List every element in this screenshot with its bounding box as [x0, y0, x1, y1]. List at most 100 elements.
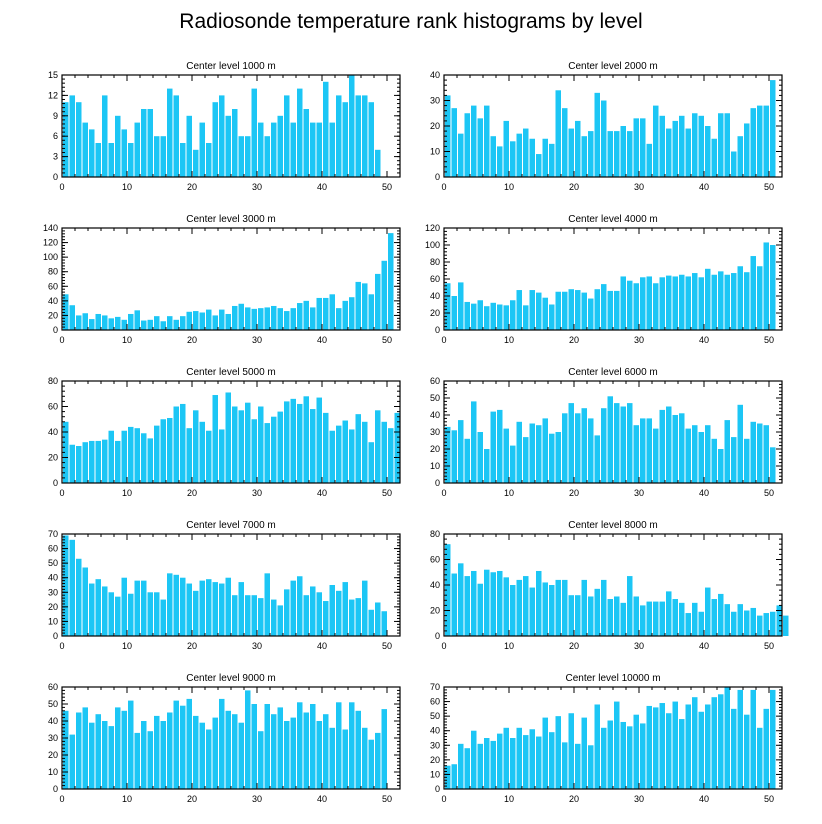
histogram-bar	[186, 311, 192, 330]
x-tick-label: 40	[317, 335, 327, 345]
panel-title: Center level 8000 m	[568, 520, 658, 531]
histogram-bar	[542, 582, 548, 636]
histogram-bar	[141, 721, 147, 789]
histogram-bar	[232, 109, 238, 177]
histogram-bar	[160, 721, 166, 789]
histogram-bar	[744, 438, 750, 483]
histogram-bar	[666, 406, 672, 483]
histogram-panel: Center level 3000 m 0 10 20 30 40 50 0 20 40 60 80 1…	[43, 214, 401, 345]
histogram-bar	[349, 429, 355, 483]
histogram-bar	[607, 131, 613, 177]
histogram-bar	[770, 447, 776, 483]
histogram-bar	[134, 732, 140, 789]
histogram-bar	[581, 292, 587, 330]
histogram-bar	[232, 714, 238, 789]
histogram-bar	[542, 297, 548, 330]
x-tick-label: 40	[317, 182, 327, 192]
histogram-bar	[303, 396, 309, 483]
histogram-bar	[154, 592, 160, 636]
histogram-bar	[284, 401, 290, 483]
histogram-bar	[672, 120, 678, 177]
histogram-bar	[303, 712, 309, 789]
histogram-bar	[562, 742, 568, 789]
histogram-bar	[783, 615, 789, 636]
histogram-bar	[451, 430, 457, 483]
y-tick-label: 40	[48, 296, 58, 306]
x-tick-label: 40	[699, 335, 709, 345]
histogram-bar	[471, 401, 477, 483]
histogram-bar	[232, 406, 238, 483]
plot-frame	[61, 533, 401, 637]
y-tick-label: 20	[430, 755, 440, 765]
histogram-bar	[95, 579, 101, 636]
histogram-bar	[724, 687, 730, 789]
histogram-bar	[640, 277, 646, 330]
histogram-bar	[477, 300, 483, 330]
histogram-bar	[271, 714, 277, 789]
histogram-bar	[633, 425, 639, 483]
plot-frame	[61, 380, 401, 484]
histogram-bar	[562, 291, 568, 330]
histogram-bar	[640, 605, 646, 636]
histogram-bar	[698, 611, 704, 636]
histogram-bar	[277, 115, 283, 177]
histogram-bar	[744, 714, 750, 789]
histogram-bar	[711, 438, 717, 483]
histogram-bar	[497, 146, 503, 177]
histogram-bar	[245, 136, 251, 177]
histogram-bar	[121, 577, 127, 636]
histogram-bar	[575, 595, 581, 636]
histogram-bar	[277, 308, 283, 330]
histogram-bar	[375, 602, 381, 636]
histogram-bar	[323, 412, 329, 484]
histogram-bar	[536, 570, 542, 636]
histogram-bar	[737, 136, 743, 177]
histogram-bar	[523, 305, 529, 330]
histogram-bar	[284, 311, 290, 330]
histogram-bar	[529, 423, 535, 483]
histogram-bar	[555, 716, 561, 789]
x-tick-label: 40	[317, 488, 327, 498]
x-tick-label: 10	[504, 794, 514, 804]
histogram-bar	[718, 113, 724, 177]
histogram-bar	[186, 698, 192, 789]
histogram-bar	[653, 428, 659, 483]
panel-title: Center level 2000 m	[568, 61, 658, 72]
histogram-bar	[271, 416, 277, 483]
panel-title: Center level 3000 m	[186, 214, 276, 225]
histogram-bar	[523, 437, 529, 483]
histogram-bar	[523, 128, 529, 177]
histogram-bar	[303, 595, 309, 636]
histogram-bar	[199, 722, 205, 789]
histogram-bar	[167, 88, 173, 177]
histogram-bar	[336, 95, 342, 177]
x-tick-label: 10	[122, 641, 132, 651]
histogram-bar	[76, 446, 82, 483]
panel-title: Center level 9000 m	[186, 673, 276, 684]
histogram-bar	[659, 277, 665, 330]
y-tick-label: 60	[430, 376, 440, 386]
histogram-bar	[737, 689, 743, 789]
x-tick-label: 20	[569, 335, 579, 345]
histogram-bar	[458, 133, 464, 177]
histogram-bar	[477, 743, 483, 789]
x-tick-label: 40	[317, 641, 327, 651]
x-tick-label: 0	[441, 335, 446, 345]
histogram-bar	[219, 309, 225, 330]
histogram-bar	[458, 743, 464, 789]
histogram-bar	[63, 710, 69, 789]
histogram-bar	[128, 313, 134, 330]
histogram-bar	[620, 406, 626, 483]
figure-title: Radiosonde temperature rank histograms b…	[179, 10, 643, 33]
histogram-bar	[614, 596, 620, 636]
histogram-bar	[193, 311, 199, 330]
x-tick-label: 40	[699, 641, 709, 651]
histogram-bar	[290, 308, 296, 330]
histogram-panel: Center level 4000 m 0 10 20 30 40 50 0 20 40 60 80 1…	[425, 214, 783, 345]
histogram-bar	[128, 426, 134, 483]
histogram-bar	[167, 417, 173, 483]
histogram-bar	[238, 136, 244, 177]
histogram-bar	[186, 115, 192, 177]
histogram-bar	[381, 421, 387, 483]
